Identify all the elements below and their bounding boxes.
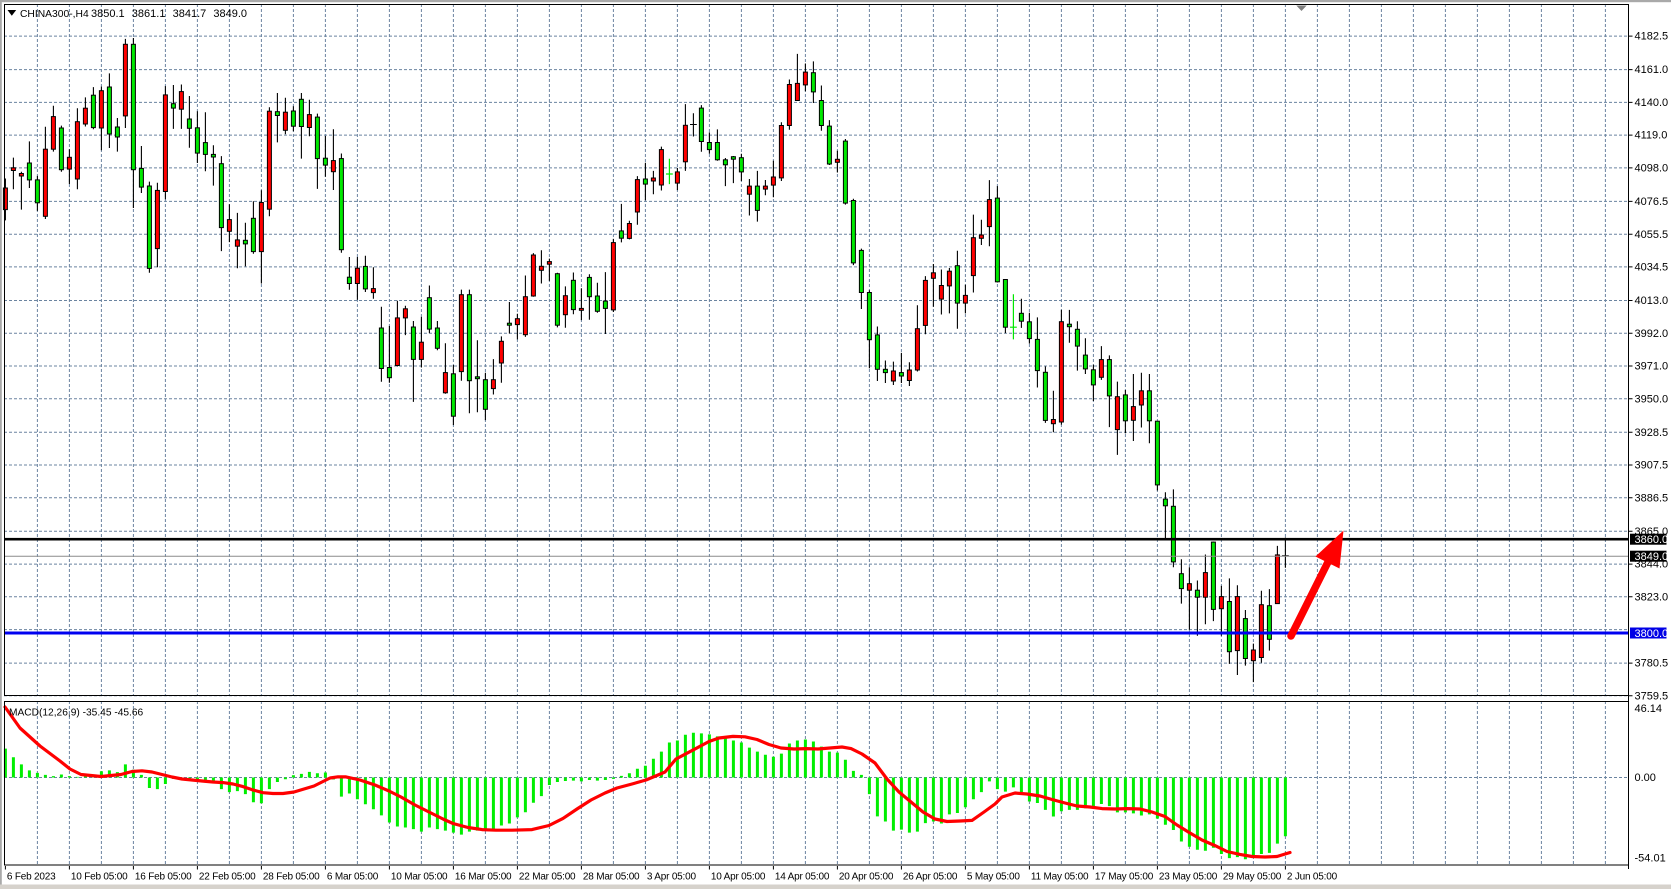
svg-text:23 May 05:00: 23 May 05:00: [1159, 872, 1218, 883]
svg-text:3861.1: 3861.1: [132, 8, 166, 20]
svg-text:3823.0: 3823.0: [1635, 591, 1669, 603]
svg-text:4161.0: 4161.0: [1635, 64, 1669, 76]
svg-text:3950.0: 3950.0: [1635, 393, 1669, 405]
svg-text:3800.0: 3800.0: [1635, 628, 1669, 640]
svg-text:CHINA300-,H4: CHINA300-,H4: [20, 9, 89, 20]
svg-text:3759.5: 3759.5: [1635, 690, 1669, 702]
svg-text:14 Apr 05:00: 14 Apr 05:00: [775, 872, 830, 883]
svg-text:3907.5: 3907.5: [1635, 460, 1669, 472]
svg-text:10 Apr 05:00: 10 Apr 05:00: [711, 872, 766, 883]
svg-text:3841.7: 3841.7: [173, 8, 207, 20]
svg-text:6 Feb 2023: 6 Feb 2023: [7, 872, 56, 883]
svg-text:6 Mar 05:00: 6 Mar 05:00: [327, 872, 379, 883]
svg-text:10 Mar 05:00: 10 Mar 05:00: [391, 872, 448, 883]
svg-text:4076.5: 4076.5: [1635, 196, 1669, 208]
svg-text:4098.0: 4098.0: [1635, 163, 1669, 175]
svg-text:28 Mar 05:00: 28 Mar 05:00: [583, 872, 640, 883]
svg-text:-54.01: -54.01: [1635, 852, 1666, 864]
svg-text:10 Feb 05:00: 10 Feb 05:00: [71, 872, 128, 883]
svg-text:2 Jun 05:00: 2 Jun 05:00: [1287, 872, 1338, 883]
svg-text:4119.0: 4119.0: [1635, 130, 1668, 142]
svg-text:16 Feb 05:00: 16 Feb 05:00: [135, 872, 192, 883]
svg-text:4013.0: 4013.0: [1635, 295, 1669, 307]
svg-text:MACD(12,26,9) -35.45 -45.66: MACD(12,26,9) -35.45 -45.66: [9, 708, 144, 719]
svg-text:26 Apr 05:00: 26 Apr 05:00: [903, 872, 958, 883]
svg-text:5 May 05:00: 5 May 05:00: [967, 872, 1020, 883]
svg-text:3928.5: 3928.5: [1635, 427, 1669, 439]
svg-text:3971.0: 3971.0: [1635, 361, 1669, 373]
svg-text:16 Mar 05:00: 16 Mar 05:00: [455, 872, 512, 883]
svg-text:20 Apr 05:00: 20 Apr 05:00: [839, 872, 894, 883]
svg-text:11 May 05:00: 11 May 05:00: [1031, 872, 1089, 883]
svg-text:28 Feb 05:00: 28 Feb 05:00: [263, 872, 320, 883]
svg-text:0.00: 0.00: [1635, 772, 1656, 784]
svg-text:3860.0: 3860.0: [1635, 534, 1669, 546]
svg-text:17 May 05:00: 17 May 05:00: [1095, 872, 1154, 883]
svg-text:3849.0: 3849.0: [1635, 551, 1669, 563]
svg-text:46.14: 46.14: [1635, 703, 1663, 715]
svg-text:3850.1: 3850.1: [91, 8, 125, 20]
svg-text:3 Apr 05:00: 3 Apr 05:00: [647, 872, 697, 883]
svg-text:4140.0: 4140.0: [1635, 97, 1669, 109]
svg-text:4055.5: 4055.5: [1635, 229, 1669, 241]
svg-text:3849.0: 3849.0: [213, 8, 247, 20]
svg-text:4034.5: 4034.5: [1635, 262, 1669, 274]
svg-text:22 Feb 05:00: 22 Feb 05:00: [199, 872, 256, 883]
svg-text:4182.5: 4182.5: [1635, 31, 1669, 43]
svg-text:29 May 05:00: 29 May 05:00: [1223, 872, 1282, 883]
svg-text:22 Mar 05:00: 22 Mar 05:00: [519, 872, 576, 883]
svg-text:3886.5: 3886.5: [1635, 492, 1669, 504]
svg-text:3780.5: 3780.5: [1635, 658, 1669, 670]
svg-text:3992.0: 3992.0: [1635, 328, 1669, 340]
